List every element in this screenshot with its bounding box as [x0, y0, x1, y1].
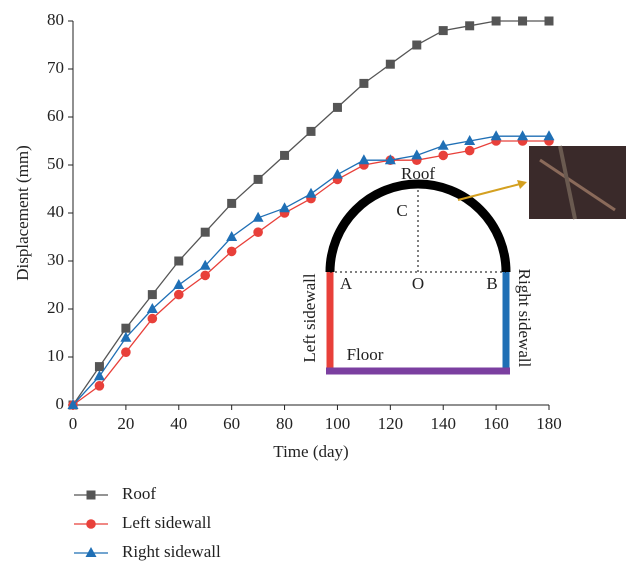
- marker: [200, 227, 210, 237]
- marker: [147, 313, 158, 324]
- marker: [465, 21, 475, 31]
- legend-label: Left sidewall: [122, 513, 211, 532]
- marker: [226, 231, 238, 241]
- marker: [437, 139, 449, 150]
- y-tick-label: 0: [56, 394, 65, 413]
- arch: [325, 179, 511, 273]
- marker: [67, 399, 79, 409]
- x-tick-label: 140: [430, 414, 456, 433]
- marker: [464, 145, 475, 156]
- y-tick-label: 50: [47, 154, 64, 173]
- marker: [93, 370, 105, 381]
- marker: [173, 289, 184, 300]
- annotation: B: [486, 274, 497, 293]
- marker: [279, 202, 291, 213]
- annotation: Left sidewall: [300, 273, 319, 362]
- marker: [332, 102, 342, 112]
- marker: [384, 154, 396, 165]
- y-tick-label: 10: [47, 346, 64, 365]
- y-tick-label: 20: [47, 298, 64, 317]
- marker: [306, 126, 316, 136]
- marker: [490, 130, 502, 141]
- photo-detail: [558, 145, 577, 220]
- marker: [253, 174, 263, 184]
- marker: [252, 211, 264, 222]
- x-tick-label: 0: [69, 414, 78, 433]
- marker: [94, 381, 105, 391]
- arrow-head: [517, 180, 527, 189]
- annotation: C: [396, 201, 407, 220]
- marker: [438, 150, 449, 161]
- photo-detail: [539, 158, 616, 212]
- marker: [121, 323, 131, 333]
- legend-label: Roof: [122, 484, 156, 503]
- marker: [121, 347, 131, 358]
- marker: [86, 519, 96, 529]
- y-tick-label: 60: [47, 106, 64, 125]
- marker: [543, 130, 555, 141]
- annotation: Right sidewall: [515, 269, 534, 368]
- legend-label: Right sidewall: [122, 542, 221, 561]
- marker: [464, 135, 476, 145]
- marker: [120, 331, 132, 342]
- marker: [411, 149, 423, 160]
- annotation: A: [340, 274, 353, 293]
- annotation: Roof: [401, 164, 435, 183]
- marker: [147, 290, 157, 300]
- x-tick-label: 20: [117, 414, 134, 433]
- marker: [280, 150, 290, 160]
- marker: [226, 246, 237, 257]
- tunnel-diagram: [325, 145, 626, 375]
- y-tick-label: 70: [47, 58, 64, 77]
- marker: [199, 259, 211, 270]
- x-tick-label: 160: [483, 414, 509, 433]
- marker: [173, 279, 185, 289]
- annotation: Floor: [347, 345, 384, 364]
- x-tick-label: 40: [170, 414, 187, 433]
- marker: [227, 198, 237, 208]
- y-tick-label: 80: [47, 10, 64, 29]
- y-axis-title: Displacement (mm): [13, 145, 32, 281]
- marker: [200, 270, 211, 281]
- x-tick-label: 120: [378, 414, 404, 433]
- x-axis-title: Time (day): [273, 442, 348, 461]
- y-tick-label: 30: [47, 250, 64, 269]
- marker: [359, 78, 369, 88]
- marker: [174, 256, 184, 266]
- marker: [94, 362, 104, 372]
- x-tick-label: 60: [223, 414, 240, 433]
- marker: [438, 26, 448, 36]
- annotation: O: [412, 274, 424, 293]
- marker: [518, 16, 528, 26]
- marker: [412, 40, 422, 50]
- marker: [385, 59, 395, 69]
- series-line: [72, 135, 549, 406]
- x-tick-label: 180: [536, 414, 562, 433]
- marker: [331, 168, 343, 179]
- marker: [358, 154, 370, 165]
- marker: [517, 130, 529, 141]
- marker: [146, 303, 158, 313]
- series-line: [72, 140, 549, 406]
- marker: [253, 227, 263, 237]
- marker: [85, 547, 97, 557]
- x-tick-label: 100: [325, 414, 351, 433]
- marker: [305, 187, 317, 198]
- x-tick-label: 80: [276, 414, 293, 433]
- arrow: [457, 183, 521, 201]
- marker: [86, 490, 96, 500]
- marker: [491, 16, 501, 26]
- marker: [544, 16, 554, 26]
- y-tick-label: 40: [47, 202, 64, 221]
